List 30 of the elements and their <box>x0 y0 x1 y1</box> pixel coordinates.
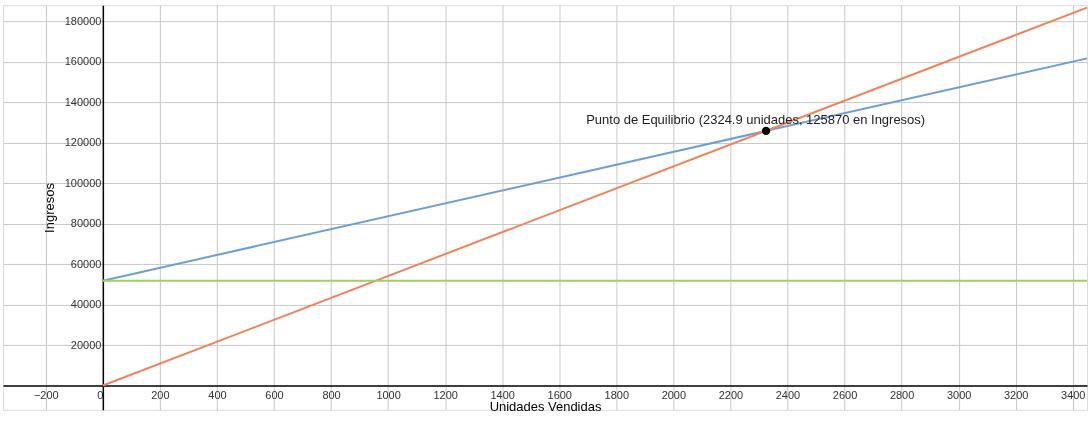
y-axis-title: Ingresos <box>41 182 57 233</box>
x-tick-label: 3400 <box>1061 389 1086 402</box>
x-tick-label: 2600 <box>832 389 858 402</box>
x-tick-label: 200 <box>151 389 170 402</box>
y-tick-label: 100000 <box>64 176 102 189</box>
x-tick-label: 0 <box>97 389 104 402</box>
y-tick-label: 60000 <box>70 257 102 270</box>
x-tick-label: 1400 <box>490 389 515 402</box>
x-tick-label: 3200 <box>1003 389 1029 402</box>
y-tick-label: 140000 <box>64 95 102 108</box>
x-tick-label: 1800 <box>604 389 630 402</box>
x-tick-label: 2000 <box>661 389 687 402</box>
x-tick-label: 400 <box>208 389 227 402</box>
x-tick-label: 2400 <box>775 389 801 402</box>
y-tick-label: 160000 <box>64 55 102 68</box>
x-axis-title: Unidades Vendidas <box>489 399 602 415</box>
x-tick-label: 800 <box>322 389 341 402</box>
y-tick-label: 20000 <box>70 338 102 351</box>
x-tick-label: 1000 <box>376 389 401 402</box>
x-tick-label: 1200 <box>433 389 458 402</box>
y-tick-label: 180000 <box>64 14 102 27</box>
x-tick-label: 1600 <box>547 389 572 402</box>
y-tick-label: 120000 <box>64 136 102 149</box>
x-tick-label: 600 <box>265 389 284 402</box>
x-tick-label: 3000 <box>946 389 972 402</box>
x-tick-label: 2800 <box>889 389 915 402</box>
x-tick-label: 2200 <box>718 389 744 402</box>
y-tick-label: 80000 <box>70 217 102 230</box>
x-tick-label: −200 <box>33 389 59 402</box>
y-tick-label: 40000 <box>70 298 102 311</box>
